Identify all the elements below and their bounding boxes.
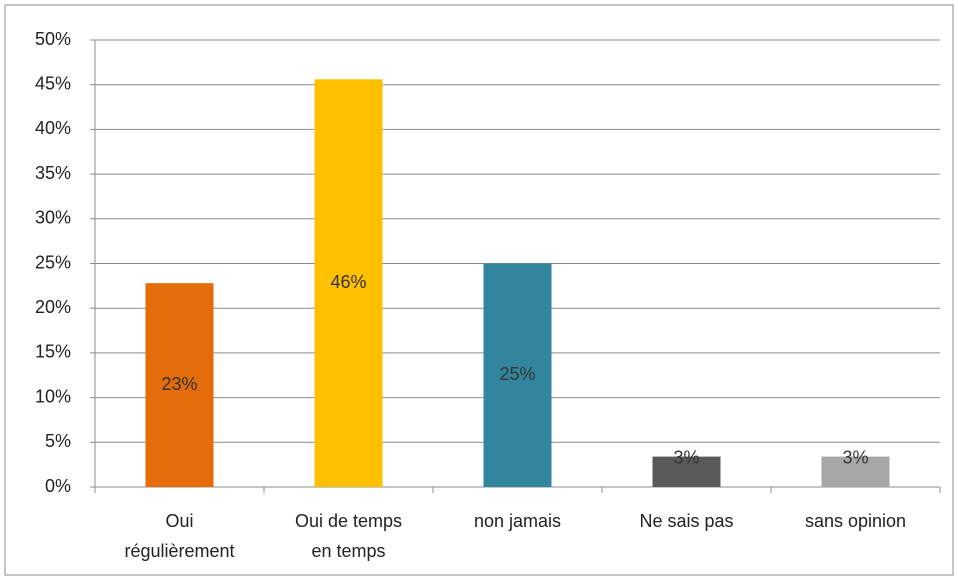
bar: [145, 283, 214, 487]
y-tick-label: 20%: [35, 297, 71, 317]
bar: [314, 79, 383, 487]
y-tick-label: 25%: [35, 252, 71, 272]
x-tick-label: Ne sais pas: [639, 511, 733, 531]
x-tick-label: non jamais: [474, 511, 561, 531]
x-tick-label-line: Oui de temps: [295, 511, 402, 531]
y-tick-label: 45%: [35, 73, 71, 93]
data-label: 23%: [161, 374, 197, 394]
x-tick-label-line: Ne sais pas: [639, 511, 733, 531]
bar: [483, 263, 552, 487]
bar: [652, 456, 721, 487]
bar: [821, 456, 890, 487]
y-tick-label: 10%: [35, 386, 71, 406]
data-label: 25%: [499, 364, 535, 384]
x-tick-label-line: sans opinion: [805, 511, 906, 531]
x-tick-label-line: Oui: [165, 511, 193, 531]
x-tick-label-line: en temps: [311, 541, 385, 561]
data-label: 3%: [673, 447, 699, 467]
y-tick-label: 35%: [35, 163, 71, 183]
x-tick-label: Oui de temps en temps: [295, 511, 402, 561]
data-label: 46%: [330, 272, 366, 292]
x-tick-label-line: régulièrement: [124, 541, 234, 561]
x-tick-label: sans opinion: [805, 511, 906, 531]
y-tick-label: 30%: [35, 208, 71, 228]
data-label: 3%: [842, 447, 868, 467]
x-tick-label-line: non jamais: [474, 511, 561, 531]
y-tick-label: 0%: [45, 476, 71, 496]
y-tick-label: 40%: [35, 118, 71, 138]
y-tick-label: 50%: [35, 29, 71, 49]
x-tick-label: Oui régulièrement: [124, 511, 234, 561]
y-tick-label: 15%: [35, 342, 71, 362]
y-tick-label: 5%: [45, 431, 71, 451]
